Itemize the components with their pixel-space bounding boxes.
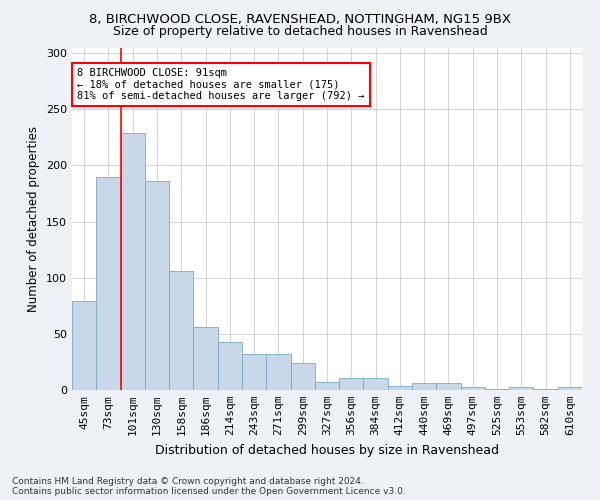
Bar [242, 354, 266, 390]
Bar [485, 389, 509, 390]
Bar [72, 302, 96, 390]
Text: Contains HM Land Registry data © Crown copyright and database right 2024.
Contai: Contains HM Land Registry data © Crown c… [12, 476, 406, 496]
Bar [412, 384, 436, 390]
Bar [533, 389, 558, 390]
Text: 8 BIRCHWOOD CLOSE: 91sqm
← 18% of detached houses are smaller (175)
81% of semi-: 8 BIRCHWOOD CLOSE: 91sqm ← 18% of detach… [77, 68, 364, 101]
Bar [558, 386, 582, 390]
Bar [388, 386, 412, 390]
Bar [169, 271, 193, 390]
Bar [96, 176, 121, 390]
Text: Size of property relative to detached houses in Ravenshead: Size of property relative to detached ho… [113, 25, 487, 38]
Bar [193, 327, 218, 390]
Y-axis label: Number of detached properties: Number of detached properties [28, 126, 40, 312]
Bar [436, 384, 461, 390]
Bar [509, 386, 533, 390]
Bar [290, 363, 315, 390]
Bar [266, 354, 290, 390]
Bar [145, 181, 169, 390]
Bar [121, 133, 145, 390]
Bar [461, 386, 485, 390]
X-axis label: Distribution of detached houses by size in Ravenshead: Distribution of detached houses by size … [155, 444, 499, 456]
Bar [315, 382, 339, 390]
Text: 8, BIRCHWOOD CLOSE, RAVENSHEAD, NOTTINGHAM, NG15 9BX: 8, BIRCHWOOD CLOSE, RAVENSHEAD, NOTTINGH… [89, 12, 511, 26]
Bar [364, 378, 388, 390]
Bar [339, 378, 364, 390]
Bar [218, 342, 242, 390]
